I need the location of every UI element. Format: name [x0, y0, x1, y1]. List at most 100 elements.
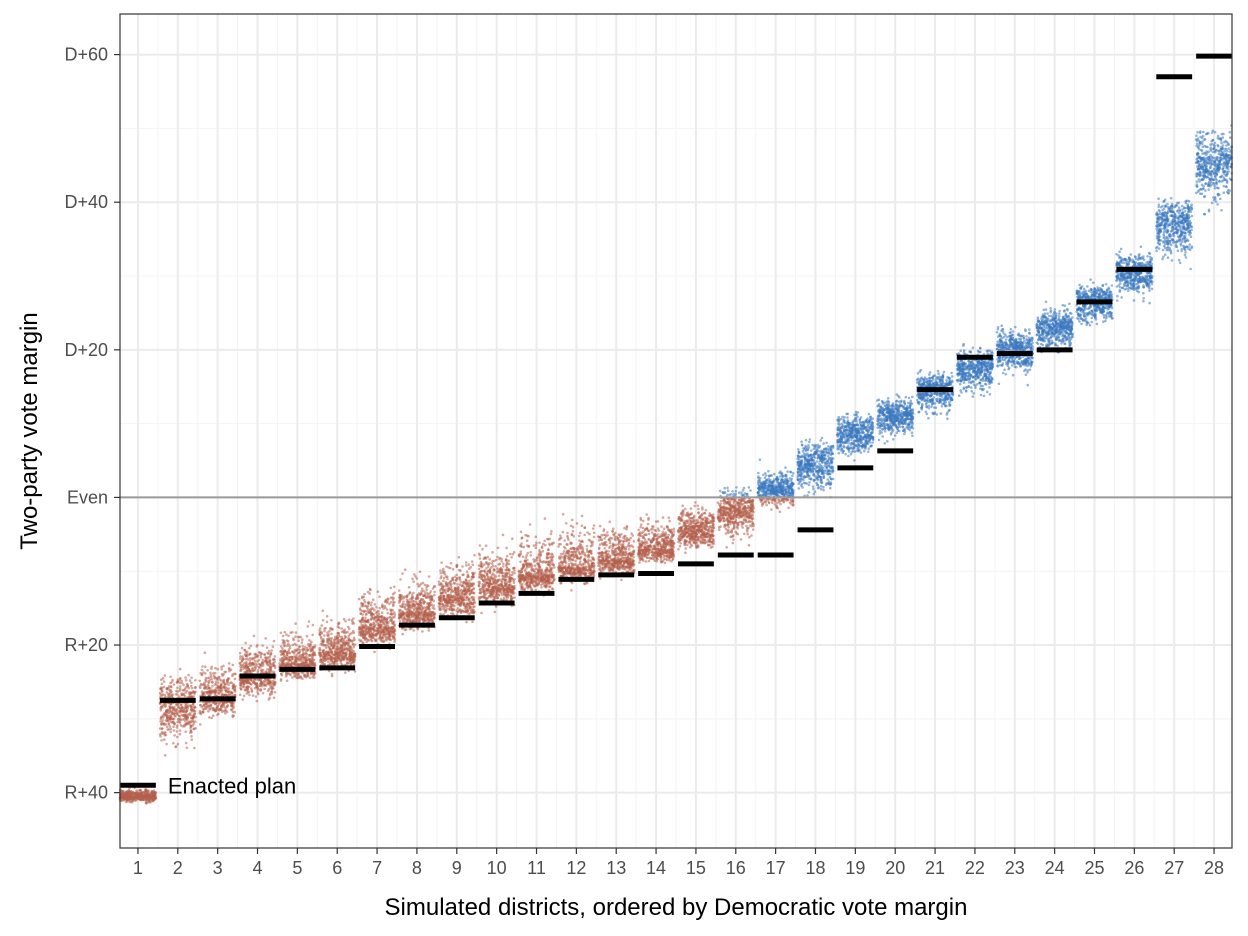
sim-point [391, 635, 394, 638]
sim-point [273, 655, 277, 658]
sim-point [190, 686, 194, 690]
sim-point [493, 586, 496, 590]
sim-point [341, 655, 345, 659]
sim-point [230, 691, 234, 695]
sim-point [408, 604, 412, 607]
sim-point [243, 661, 246, 665]
sim-point [135, 792, 139, 796]
sim-point [465, 580, 468, 583]
sim-point [202, 691, 206, 694]
sim-point [330, 674, 334, 678]
sim-point [426, 592, 429, 595]
sim-point [492, 592, 495, 595]
sim-point [219, 684, 223, 688]
sim-point [281, 638, 285, 642]
sim-point [480, 611, 483, 615]
sim-point [172, 741, 175, 745]
sim-point [505, 584, 509, 588]
sim-point [451, 612, 455, 615]
sim-point [239, 655, 242, 658]
sim-point [291, 643, 295, 647]
sim-point [154, 792, 157, 795]
sim-point [260, 665, 263, 668]
sim-point [452, 600, 455, 604]
sim-point [151, 793, 154, 797]
sim-point [461, 565, 464, 568]
sim-point [303, 645, 307, 649]
sim-point [295, 676, 299, 680]
sim-point [364, 613, 368, 616]
sim-point [311, 661, 315, 665]
sim-point [401, 572, 404, 575]
sim-point [384, 633, 388, 636]
sim-point [466, 609, 469, 613]
sim-point [206, 690, 210, 694]
sim-point [420, 604, 423, 607]
sim-point [174, 745, 178, 748]
sim-point [227, 662, 231, 665]
sim-point [272, 639, 276, 643]
sim-point [194, 720, 197, 723]
sim-point [246, 658, 250, 661]
sim-point [472, 592, 476, 595]
sim-point [163, 711, 166, 715]
sim-point [326, 660, 330, 663]
sim-point [366, 610, 369, 613]
sim-point [258, 689, 262, 692]
sim-point [439, 583, 442, 587]
sim-point [386, 611, 390, 615]
sim-point [496, 596, 500, 600]
sim-point [461, 596, 465, 600]
sim-point [473, 553, 476, 557]
sim-point [222, 673, 225, 676]
sim-point [478, 557, 482, 560]
sim-point [295, 643, 298, 647]
sim-point [418, 600, 421, 603]
sim-point [508, 552, 512, 556]
sim-point [218, 675, 221, 679]
sim-point [378, 606, 382, 610]
sim-point [408, 608, 412, 612]
sim-point [161, 714, 165, 717]
sim-point [150, 798, 154, 801]
sim-point [409, 613, 413, 616]
sim-point [319, 642, 323, 646]
sim-point [426, 611, 429, 614]
sim-point [486, 555, 490, 559]
sim-point [218, 708, 222, 711]
sim-point [363, 598, 366, 602]
sim-point [222, 693, 226, 697]
sim-point [178, 721, 182, 724]
sim-point [180, 681, 184, 685]
sim-point [159, 720, 162, 723]
sim-point [506, 595, 510, 599]
sim-point [428, 607, 431, 611]
sim-point [324, 644, 328, 647]
sim-point [365, 627, 369, 631]
sim-point [483, 578, 487, 581]
sim-point [214, 682, 218, 686]
sim-point [373, 650, 376, 654]
sim-point [360, 609, 364, 613]
sim-point [480, 565, 484, 569]
sim-point [431, 614, 434, 617]
sim-point [477, 552, 481, 556]
sim-point [296, 635, 300, 639]
sim-point [179, 676, 182, 680]
sim-point [172, 683, 176, 686]
sim-point [456, 594, 459, 597]
sim-point [238, 693, 242, 696]
sim-point [488, 558, 492, 561]
sim-point [176, 693, 179, 696]
sim-point [340, 651, 343, 654]
sim-point [263, 653, 266, 657]
sim-point [145, 801, 148, 805]
sim-point [285, 679, 289, 682]
sim-point [444, 597, 448, 601]
sim-point [191, 716, 194, 719]
sim-point [266, 679, 270, 682]
sim-point [273, 664, 277, 668]
sim-point [494, 605, 498, 608]
sim-point [169, 730, 172, 734]
